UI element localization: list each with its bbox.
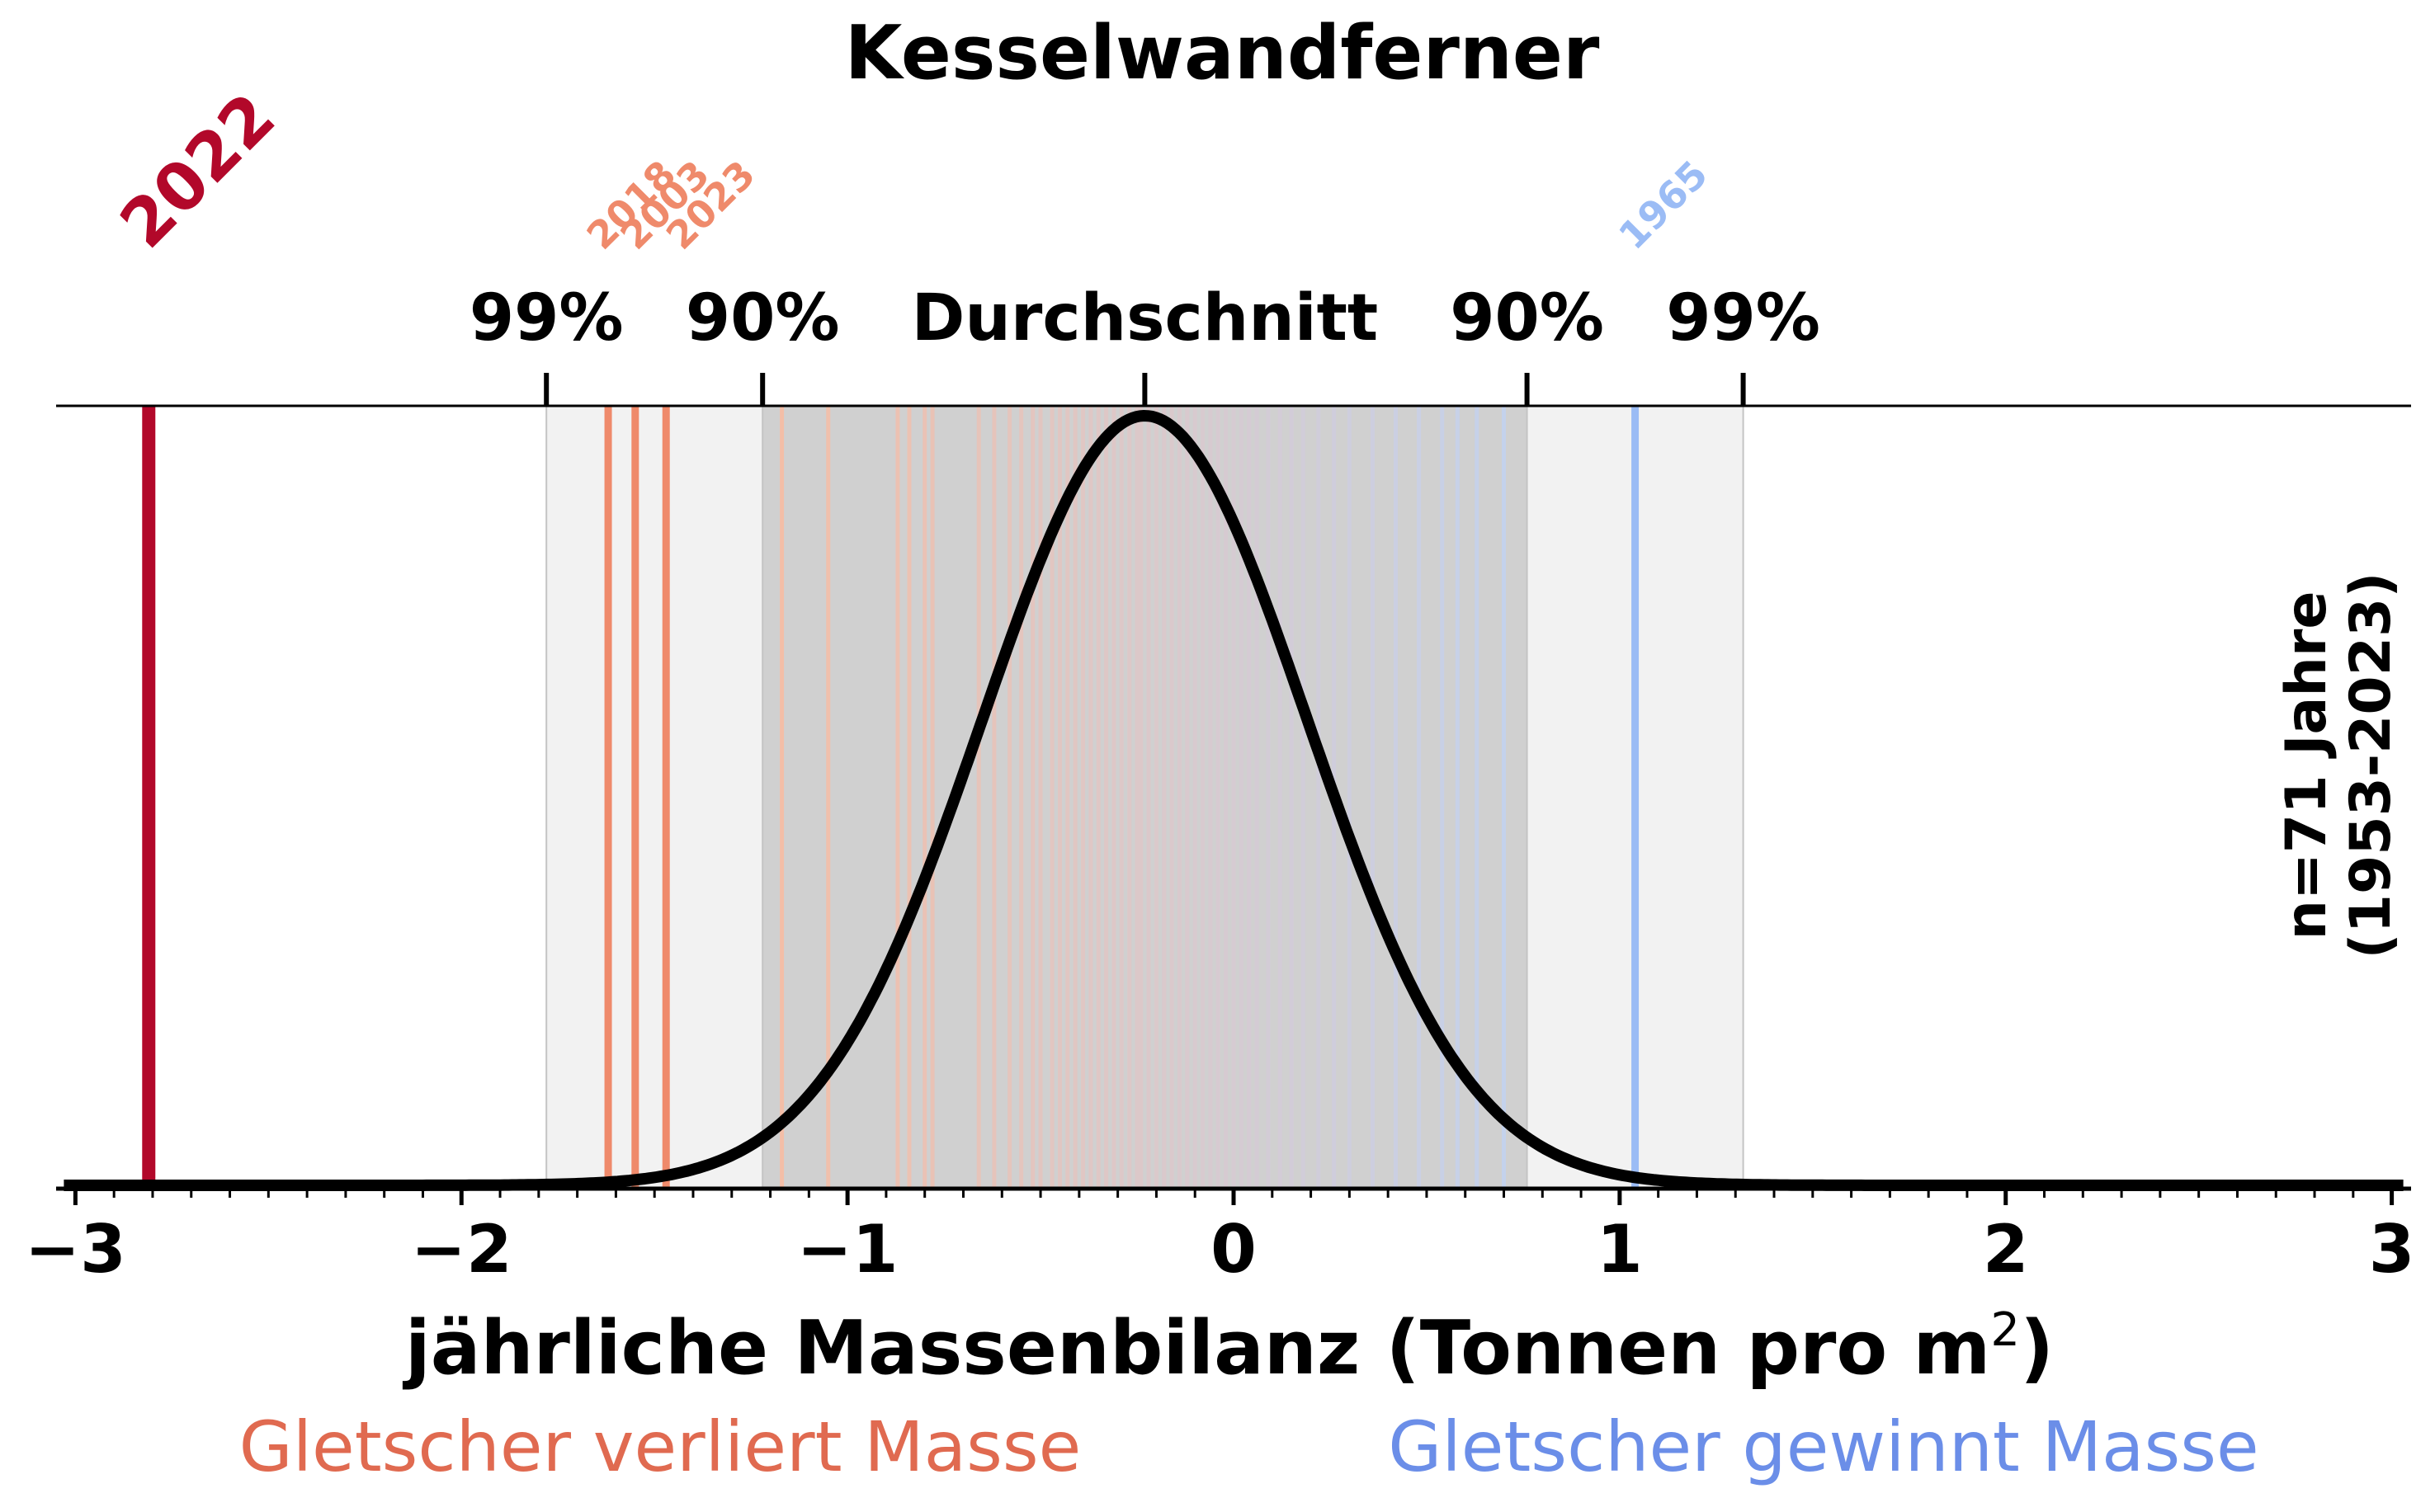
axes: −3 −2 −1 0 1 2 3: [25, 404, 2415, 1288]
n-years-label: n=71 Jahre: [2274, 591, 2339, 940]
x-tick-label: −1: [797, 1211, 899, 1288]
year-lines: [142, 406, 1640, 1189]
marker-label-4: 99%: [1666, 281, 1820, 356]
percentile-markers: 99% 90% Durchschnitt 90% 99%: [470, 281, 1820, 406]
legend-gain: Gletscher gewinnt Masse: [1388, 1406, 2258, 1487]
x-tick-label: 2: [1983, 1211, 2029, 1288]
n-years-text: n=71 Jahre: [2274, 591, 2339, 940]
x-axis-label-main: jährliche Massenbilanz (Tonnen pro m: [403, 1305, 1990, 1392]
x-tick-label: 0: [1210, 1211, 1257, 1288]
legend-loss: Gletscher verliert Masse: [239, 1406, 1082, 1487]
x-tick-label: 3: [2369, 1211, 2415, 1288]
x-axis-label: jährliche Massenbilanz (Tonnen pro m2): [403, 1303, 2054, 1392]
x-axis-label-close: ): [2020, 1305, 2054, 1392]
marker-label-3: 90%: [1450, 281, 1604, 356]
year-label-2022: 2022: [106, 78, 290, 262]
marker-label-0: 99%: [470, 281, 624, 356]
marker-label-2: Durchschnitt: [912, 281, 1379, 356]
band-90pct-1: [762, 405, 1528, 1189]
distribution-curve-group: [62, 410, 2405, 1191]
distribution-curve: [62, 410, 2405, 1191]
x-tick-label: −2: [411, 1211, 512, 1288]
year-label-1965: 1965: [1610, 152, 1716, 258]
period-label: (1953-2023): [2338, 572, 2404, 959]
percentile-bands: [545, 405, 1744, 1189]
x-tick-label: 1: [1597, 1211, 1643, 1288]
marker-label-1: 90%: [686, 281, 840, 356]
period-text: (1953-2023): [2338, 572, 2404, 959]
chart-title: Kesselwandferner: [845, 10, 1600, 97]
x-axis-label-superscript: 2: [1990, 1303, 2020, 1357]
x-tick-label: −3: [25, 1211, 126, 1288]
